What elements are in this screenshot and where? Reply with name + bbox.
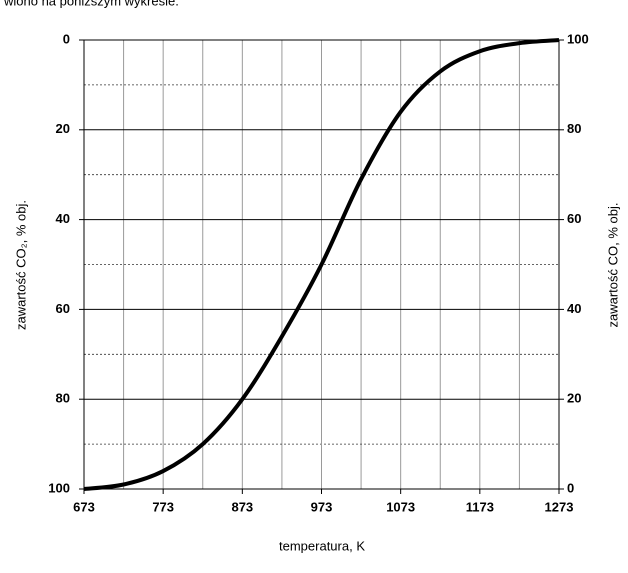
x-axis-title: temperatura, K [279,538,365,553]
y-axis-title: zawartość CO₂, % obj. [13,200,28,330]
x-tick-label: 1073 [386,499,415,514]
y-tick-label: 80 [56,391,70,406]
y2-tick-label: 100 [567,31,589,46]
y-tick-label: 100 [48,480,70,495]
x-tick-label: 773 [152,499,174,514]
y2-tick-label: 0 [567,480,574,495]
x-tick-label: 1273 [545,499,574,514]
y2-tick-label: 20 [567,391,581,406]
x-tick-label: 1173 [466,499,494,514]
y-tick-label: 20 [56,121,70,136]
x-tick-label: 873 [231,499,253,514]
caption: wiono na poniższym wykresie. [3,0,179,8]
y-tick-label: 40 [56,211,70,226]
y2-axis-title: zawartość CO, % obj. [605,203,620,328]
data-line [83,38,560,491]
y2-tick-label: 80 [567,121,581,136]
y-tick-label: 60 [56,301,70,316]
y2-tick-label: 40 [567,301,581,316]
x-tick-label: 673 [73,499,95,514]
x-tick-label: 973 [311,499,333,514]
y2-tick-label: 60 [567,211,581,226]
y-tick-label: 0 [63,31,70,46]
